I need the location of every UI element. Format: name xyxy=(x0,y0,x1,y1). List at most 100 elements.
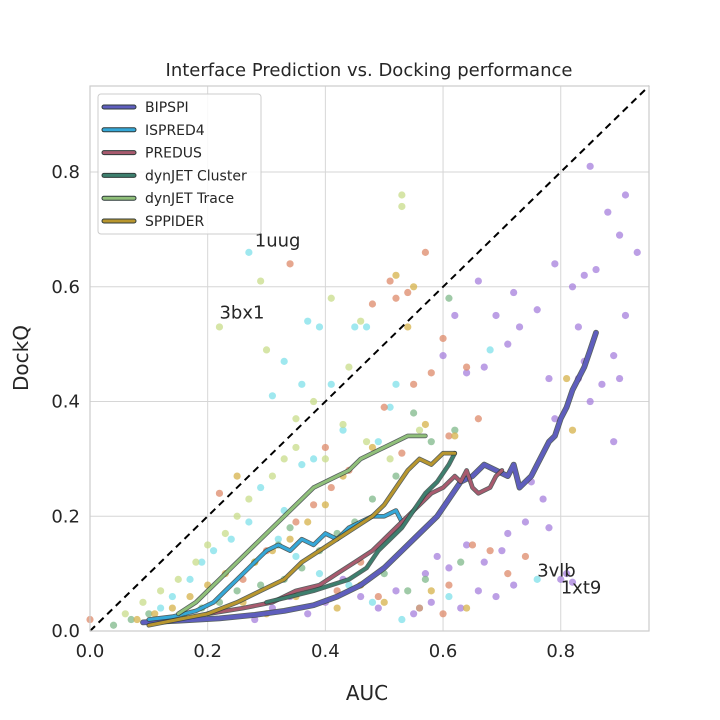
scatter-point xyxy=(621,191,630,199)
scatter-point xyxy=(298,461,306,469)
scatter-point xyxy=(245,495,253,503)
scatter-point xyxy=(504,340,512,348)
scatter-point xyxy=(292,552,300,561)
scatter-point xyxy=(586,397,594,406)
annotation-label: 3bx1 xyxy=(219,302,264,323)
scatter-point xyxy=(121,610,129,618)
y-tick-label: 0.0 xyxy=(51,621,80,642)
scatter-point xyxy=(474,277,482,285)
scatter-point xyxy=(410,283,418,291)
scatter-point xyxy=(268,472,277,480)
scatter-point xyxy=(321,501,329,509)
scatter-point xyxy=(427,369,435,377)
scatter-point xyxy=(327,483,335,492)
series-line xyxy=(176,434,427,616)
scatter-point xyxy=(209,547,218,555)
scatter-point xyxy=(233,512,241,520)
scatter-point xyxy=(568,426,577,434)
scatter-point xyxy=(286,535,294,543)
scatter-point xyxy=(109,621,118,629)
scatter-point xyxy=(610,352,618,360)
scatter-point xyxy=(598,380,606,388)
scatter-point xyxy=(339,420,347,429)
scatter-point xyxy=(227,535,235,543)
scatter-point xyxy=(563,570,571,578)
scatter-point xyxy=(333,604,341,612)
scatter-point xyxy=(151,610,159,618)
scatter-point xyxy=(410,610,418,618)
scatter-point xyxy=(374,438,382,446)
plot-frame xyxy=(89,85,650,632)
annotation-label: 3vlb xyxy=(537,561,576,582)
scatter-point xyxy=(568,283,577,291)
scatter-point xyxy=(304,317,312,325)
legend-label: dynJET Trace xyxy=(145,191,234,207)
scatter-point xyxy=(398,191,406,199)
scatter-point xyxy=(204,541,212,549)
scatter-point xyxy=(404,587,412,595)
y-tick-label: 0.6 xyxy=(51,277,80,298)
scatter-point xyxy=(480,558,488,566)
scatter-point xyxy=(262,346,271,354)
scatter-point xyxy=(427,438,435,446)
scatter-point xyxy=(533,575,541,583)
scatter-point xyxy=(427,598,435,606)
diagonal-reference-line xyxy=(89,85,650,632)
scatter-point xyxy=(286,260,294,268)
scatter-point xyxy=(533,306,541,314)
scatter-point xyxy=(345,363,353,371)
scatter-point xyxy=(474,587,482,595)
scatter-point xyxy=(421,248,429,256)
scatter-point xyxy=(451,432,459,440)
scatter-point xyxy=(327,380,335,388)
scatter-point xyxy=(174,575,182,583)
scatter-point xyxy=(521,518,530,526)
scatter-point xyxy=(221,529,229,538)
y-tick-label: 0.4 xyxy=(51,392,80,413)
scatter-point xyxy=(521,552,530,561)
scatter-point xyxy=(415,426,424,434)
scatter-point xyxy=(480,363,488,371)
scatter-point xyxy=(380,598,388,606)
chart-title: Interface Prediction vs. Docking perform… xyxy=(166,60,573,81)
series-line xyxy=(147,451,457,627)
scatter-point xyxy=(551,415,559,423)
scatter-point xyxy=(545,374,553,383)
series-line xyxy=(265,451,457,604)
scatter-point xyxy=(127,615,135,624)
scatter-point xyxy=(368,495,377,503)
scatter-point xyxy=(327,294,335,302)
x-tick-label: 0.4 xyxy=(311,641,340,662)
scatter-point xyxy=(374,604,382,612)
scatter-point xyxy=(368,300,377,308)
scatter-point xyxy=(515,323,524,331)
annotation-label: 1uug xyxy=(255,231,301,252)
scatter-point xyxy=(457,558,465,566)
scatter-point xyxy=(433,552,441,561)
scatter-point xyxy=(321,443,329,452)
running-mean-lines xyxy=(140,329,599,628)
scatter-point xyxy=(492,592,500,601)
scatter-point xyxy=(468,541,477,549)
scatter-point xyxy=(315,570,324,578)
scatter-points xyxy=(86,162,641,629)
scatter-point xyxy=(580,271,588,279)
scatter-point xyxy=(504,570,512,578)
scatter-point xyxy=(510,288,518,297)
scatter-point xyxy=(586,162,594,170)
scatter-point xyxy=(610,438,618,446)
scatter-point xyxy=(462,369,471,377)
scatter-point xyxy=(368,598,377,606)
scatter-point xyxy=(310,501,318,509)
scatter-point xyxy=(451,426,459,434)
scatter-point xyxy=(133,615,141,624)
y-tick-label: 0.2 xyxy=(51,506,80,527)
scatter-point xyxy=(445,294,453,302)
scatter-point xyxy=(451,311,459,320)
scatter-point xyxy=(157,604,165,612)
scatter-point xyxy=(186,575,194,583)
scatter-point xyxy=(368,443,377,452)
scatter-point xyxy=(215,323,224,331)
scatter-point xyxy=(157,587,165,595)
